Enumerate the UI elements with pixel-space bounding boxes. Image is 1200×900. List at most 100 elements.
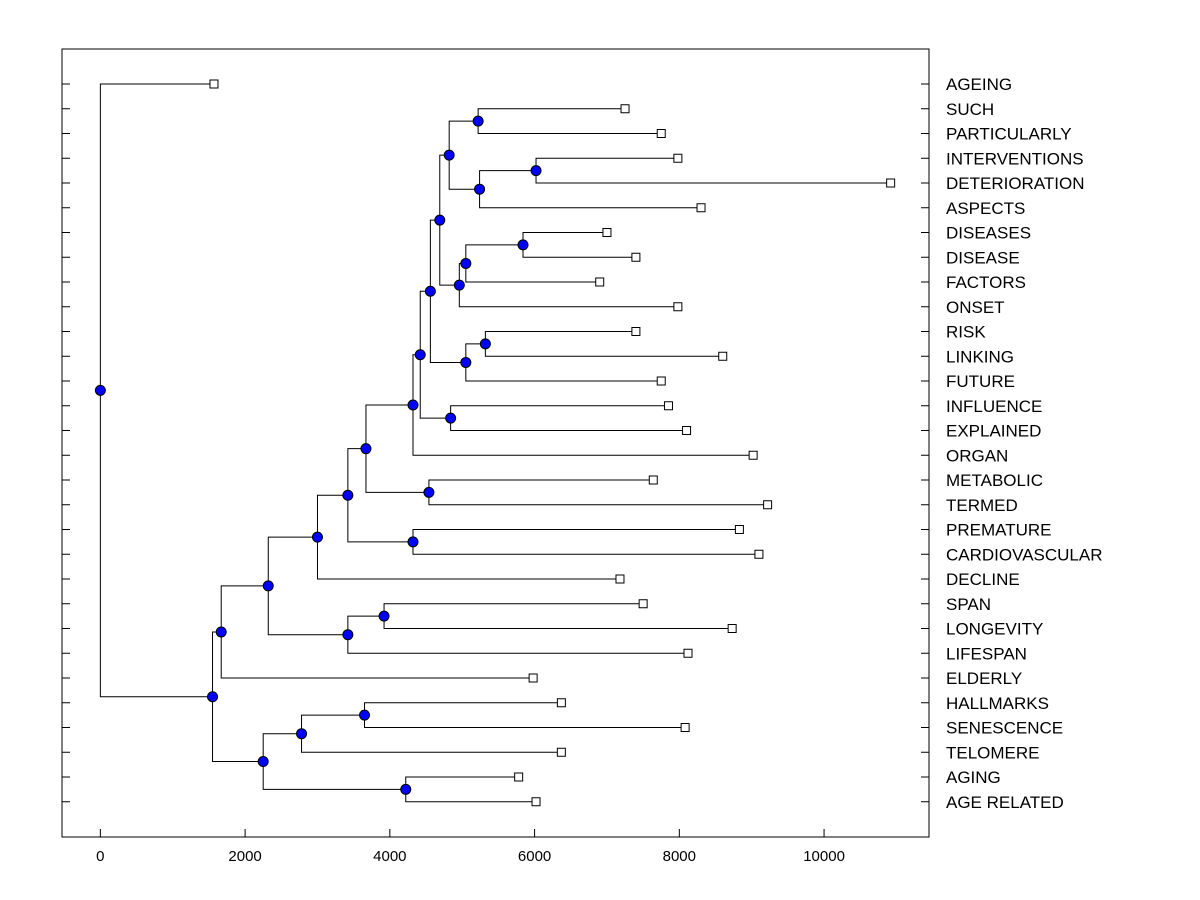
leaf-label: AGE RELATED bbox=[946, 793, 1064, 812]
leaf-marker bbox=[886, 178, 896, 188]
leaf-marker bbox=[528, 673, 538, 683]
node-marker bbox=[443, 149, 455, 161]
leaf-marker bbox=[514, 772, 524, 782]
link-n20 bbox=[383, 603, 733, 629]
leaf-label: METABOLIC bbox=[946, 471, 1043, 490]
leaf-label: FACTORS bbox=[946, 273, 1026, 292]
leaf-label: SUCH bbox=[946, 100, 994, 119]
leaf-marker bbox=[531, 797, 541, 807]
node-marker bbox=[414, 349, 426, 361]
leaf-marker bbox=[631, 252, 641, 262]
x-tick-label: 4000 bbox=[373, 848, 406, 865]
leaf-marker bbox=[718, 351, 728, 361]
link-n22 bbox=[267, 536, 348, 636]
leaf-marker bbox=[631, 327, 641, 336]
leaf-marker bbox=[615, 574, 625, 584]
leaf-label: PREMATURE bbox=[946, 521, 1051, 540]
node-marker bbox=[262, 580, 274, 592]
node-marker bbox=[360, 443, 372, 455]
link-n29 bbox=[99, 83, 214, 698]
leaf-label: ELDERLY bbox=[946, 669, 1022, 688]
dendrogram-links bbox=[99, 83, 891, 803]
node-marker bbox=[434, 214, 446, 226]
x-tick-label: 6000 bbox=[518, 848, 551, 865]
node-marker bbox=[342, 629, 354, 641]
node-marker bbox=[359, 709, 371, 721]
x-tick-label: 2000 bbox=[228, 848, 261, 865]
leaf-labels: AGEING SUCH PARTICULARLY INTERVENTIONS DETER… bbox=[946, 75, 1103, 812]
leaf-label: SENESCENCE bbox=[946, 719, 1063, 738]
link-n6 bbox=[465, 244, 600, 283]
leaf-marker bbox=[727, 624, 737, 633]
leaf-label: DETERIORATION bbox=[946, 174, 1085, 193]
node-marker bbox=[215, 626, 227, 638]
leaf-label: CARDIOVASCULAR bbox=[946, 545, 1103, 564]
leaf-marker bbox=[656, 129, 666, 138]
link-n12 bbox=[450, 405, 687, 431]
link-n3 bbox=[479, 170, 702, 209]
plot-frame bbox=[61, 48, 930, 838]
node-marker bbox=[407, 399, 419, 411]
leaf-marker bbox=[648, 475, 658, 485]
node-marker bbox=[207, 691, 219, 703]
leaf-label: ORGAN bbox=[946, 446, 1008, 465]
leaf-label: PARTICULARLY bbox=[946, 125, 1072, 144]
link-n25 bbox=[301, 714, 562, 753]
link-n24 bbox=[364, 702, 686, 728]
leaf-marker bbox=[673, 153, 683, 163]
node-marker bbox=[424, 285, 436, 297]
leaf-label: DISEASES bbox=[946, 224, 1031, 243]
leaf-marker bbox=[696, 203, 706, 213]
node-marker bbox=[296, 728, 308, 740]
node-marker bbox=[530, 165, 542, 177]
link-n19 bbox=[316, 494, 620, 580]
link-n7 bbox=[458, 262, 678, 308]
link-n2 bbox=[535, 157, 891, 184]
node-marker bbox=[479, 338, 491, 350]
leaf-marker bbox=[638, 599, 648, 609]
link-n18 bbox=[347, 448, 413, 543]
leaf-marker bbox=[683, 648, 693, 658]
leaf-label: LIFESPAN bbox=[946, 644, 1027, 663]
leaf-label: FUTURE bbox=[946, 372, 1015, 391]
leaf-marker bbox=[682, 426, 692, 435]
leaf-label: DECLINE bbox=[946, 570, 1020, 589]
node-marker bbox=[472, 115, 484, 127]
x-tick-label: 10000 bbox=[803, 848, 845, 865]
link-n9 bbox=[484, 331, 723, 357]
leaf-label: ONSET bbox=[946, 298, 1005, 317]
leaf-marker bbox=[748, 450, 758, 460]
leaf-marker bbox=[754, 549, 764, 559]
node-marker bbox=[407, 536, 419, 548]
node-marker bbox=[453, 279, 465, 291]
link-n27 bbox=[262, 733, 406, 790]
leaf-markers bbox=[209, 79, 896, 807]
leaf-label: RISK bbox=[946, 323, 986, 342]
node-marker bbox=[400, 783, 412, 795]
leaf-label: INTERVENTIONS bbox=[946, 149, 1084, 168]
link-n21 bbox=[347, 615, 689, 654]
node-marker bbox=[460, 257, 472, 269]
leaf-label: SPAN bbox=[946, 595, 991, 614]
x-axis: 0 2000 4000 6000 8000 10000 bbox=[96, 829, 845, 865]
leaf-label: DISEASE bbox=[946, 248, 1020, 267]
leaf-label: EXPLAINED bbox=[946, 422, 1041, 441]
leaf-marker bbox=[663, 401, 673, 411]
leaf-label: LINKING bbox=[946, 347, 1014, 366]
link-n10 bbox=[465, 343, 662, 382]
leaf-label: ASPECTS bbox=[946, 199, 1025, 218]
link-n1 bbox=[477, 108, 662, 134]
node-marker bbox=[311, 531, 323, 543]
leaf-marker bbox=[763, 500, 773, 510]
node-markers bbox=[94, 115, 542, 795]
leaf-marker bbox=[620, 104, 630, 114]
x-tick-label: 0 bbox=[96, 848, 104, 865]
link-n14 bbox=[412, 354, 754, 456]
node-marker bbox=[94, 384, 106, 396]
node-marker bbox=[517, 239, 529, 251]
link-n28 bbox=[212, 631, 264, 763]
leaf-marker bbox=[734, 525, 744, 534]
y-axis-ticks bbox=[62, 83, 929, 803]
leaf-label: HALLMARKS bbox=[946, 694, 1049, 713]
